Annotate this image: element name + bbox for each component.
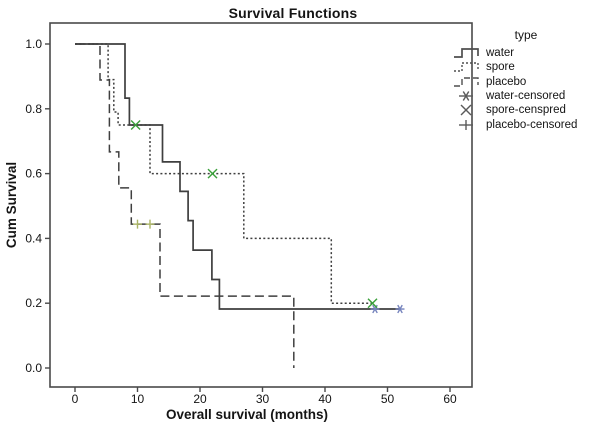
censor-markers-placebo-censored [133,219,155,229]
legend-item-label: placebo-censored [486,118,578,131]
legend-item-placebo: placebo [452,75,600,89]
legend-title: type [514,28,538,42]
legend-item-spore-censpred: spore-censpred [452,103,600,117]
legend-item-label: water [486,47,515,60]
chart-title: Survival Functions [228,5,358,21]
series-line-placebo [75,43,295,368]
y-axis-title: Cum Survival [4,161,19,249]
legend-item-water-censored: water-censored [452,89,600,103]
legend: type water spore placebo water-censored spor… [452,28,600,132]
legend-glyph-line-dotted-icon [454,62,479,73]
x-axis-title: Overall survival (months) [165,407,329,422]
y-axis: 0.0 0.2 0.4 0.6 0.8 1.0 [25,37,50,375]
y-axis-tick-label: 0.8 [25,102,42,116]
x-axis-tick-label: 40 [318,392,332,406]
series-line-water [75,43,400,310]
plot-frame [49,22,473,388]
legend-item-label: placebo [486,75,527,88]
x-axis: 0 10 20 30 40 50 60 [72,387,457,406]
x-axis-tick-label: 50 [381,392,395,406]
x-axis-tick-label: 60 [443,392,457,406]
y-axis-tick-label: 0.0 [25,361,42,375]
legend-glyph-line-solid-icon [454,48,479,58]
y-axis-tick-label: 0.4 [25,231,42,245]
x-axis-tick-label: 0 [72,392,79,406]
x-axis-tick-label: 10 [131,392,145,406]
y-axis-tick-label: 0.2 [25,296,42,310]
legend-item-water: water [452,46,600,60]
legend-items: water spore placebo water-censored spore-cen… [452,46,600,132]
legend-item-label: water-censored [486,90,566,103]
y-axis-tick-label: 1.0 [25,37,42,51]
legend-item-spore: spore [452,60,600,74]
legend-glyph-line-dashed-icon [454,77,479,87]
legend-item-label: spore-censpred [486,104,566,117]
legend-glyph-plus-icon [459,119,473,130]
x-axis-tick-label: 30 [256,392,270,406]
legend-glyph-x-icon [460,104,472,116]
censor-markers-spore-censpred [130,120,378,309]
legend-item-label: spore [486,61,515,74]
series-line-spore [75,43,372,304]
legend-item-placebo-censored: placebo-censored [452,117,600,131]
y-axis-tick-label: 0.6 [25,167,42,181]
legend-glyph-star-icon [459,91,473,101]
x-axis-tick-label: 20 [193,392,207,406]
